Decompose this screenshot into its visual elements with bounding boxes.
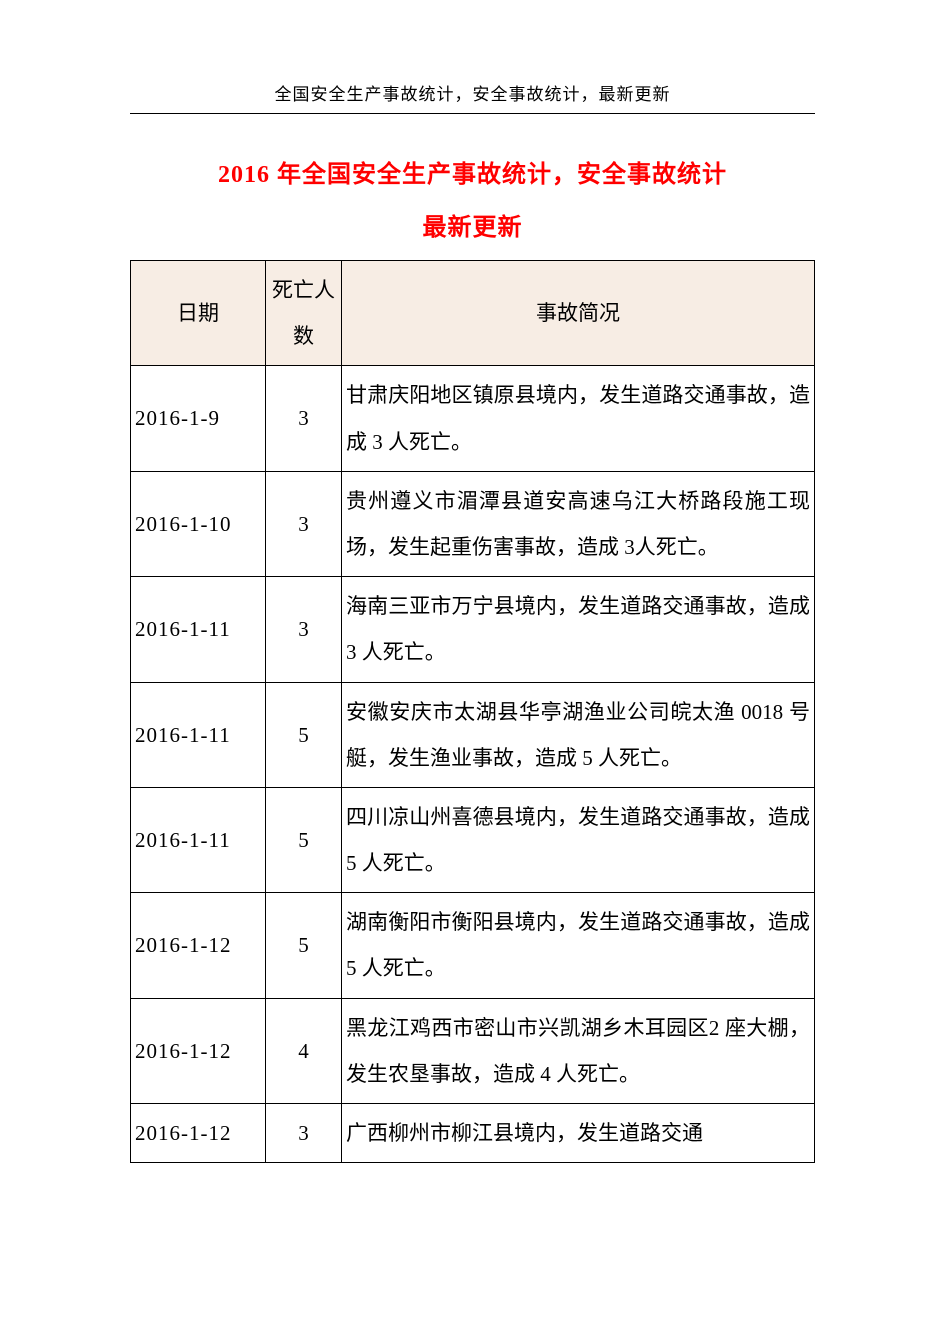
cell-desc: 湖南衡阳市衡阳县境内，发生道路交通事故，造成 5 人死亡。 xyxy=(342,893,815,998)
cell-deaths: 4 xyxy=(266,998,342,1103)
table-row: 2016-1-11 5 安徽安庆市太湖县华亭湖渔业公司皖太渔 0018 号艇，发… xyxy=(131,682,815,787)
table-row: 2016-1-12 4 黑龙江鸡西市密山市兴凯湖乡木耳园区2 座大棚，发生农垦事… xyxy=(131,998,815,1103)
cell-date: 2016-1-12 xyxy=(131,998,266,1103)
cell-deaths: 3 xyxy=(266,1104,342,1163)
cell-desc: 广西柳州市柳江县境内，发生道路交通 xyxy=(342,1104,815,1163)
table-row: 2016-1-11 5 四川凉山州喜德县境内，发生道路交通事故，造成 5 人死亡… xyxy=(131,787,815,892)
cell-date: 2016-1-11 xyxy=(131,787,266,892)
table-body: 2016-1-9 3 甘肃庆阳地区镇原县境内，发生道路交通事故，造成 3 人死亡… xyxy=(131,366,815,1163)
cell-desc: 四川凉山州喜德县境内，发生道路交通事故，造成 5 人死亡。 xyxy=(342,787,815,892)
table-row: 2016-1-10 3 贵州遵义市湄潭县道安高速乌江大桥路段施工现场，发生起重伤… xyxy=(131,471,815,576)
col-header-deaths: 死亡人数 xyxy=(266,261,342,366)
cell-desc: 海南三亚市万宁县境内，发生道路交通事故，造成 3 人死亡。 xyxy=(342,577,815,682)
accident-table: 日期 死亡人数 事故简况 2016-1-9 3 甘肃庆阳地区镇原县境内，发生道路… xyxy=(130,260,815,1163)
cell-desc: 安徽安庆市太湖县华亭湖渔业公司皖太渔 0018 号艇，发生渔业事故，造成 5 人… xyxy=(342,682,815,787)
cell-date: 2016-1-9 xyxy=(131,366,266,471)
document-page: 全国安全生产事故统计，安全事故统计，最新更新 2016 年全国安全生产事故统计，… xyxy=(0,0,945,1163)
col-header-date: 日期 xyxy=(131,261,266,366)
col-header-desc: 事故简况 xyxy=(342,261,815,366)
cell-desc: 黑龙江鸡西市密山市兴凯湖乡木耳园区2 座大棚，发生农垦事故，造成 4 人死亡。 xyxy=(342,998,815,1103)
cell-desc: 贵州遵义市湄潭县道安高速乌江大桥路段施工现场，发生起重伤害事故，造成 3人死亡。 xyxy=(342,471,815,576)
document-title-line1: 2016 年全国安全生产事故统计，安全事故统计 xyxy=(130,154,815,189)
cell-deaths: 5 xyxy=(266,787,342,892)
header-divider xyxy=(130,113,815,114)
cell-deaths: 5 xyxy=(266,893,342,998)
cell-date: 2016-1-10 xyxy=(131,471,266,576)
table-row: 2016-1-12 3 广西柳州市柳江县境内，发生道路交通 xyxy=(131,1104,815,1163)
cell-deaths: 3 xyxy=(266,471,342,576)
table-header-row: 日期 死亡人数 事故简况 xyxy=(131,261,815,366)
cell-date: 2016-1-12 xyxy=(131,893,266,998)
cell-date: 2016-1-11 xyxy=(131,682,266,787)
cell-deaths: 3 xyxy=(266,366,342,471)
table-row: 2016-1-12 5 湖南衡阳市衡阳县境内，发生道路交通事故，造成 5 人死亡… xyxy=(131,893,815,998)
table-row: 2016-1-9 3 甘肃庆阳地区镇原县境内，发生道路交通事故，造成 3 人死亡… xyxy=(131,366,815,471)
cell-deaths: 5 xyxy=(266,682,342,787)
table-row: 2016-1-11 3 海南三亚市万宁县境内，发生道路交通事故，造成 3 人死亡… xyxy=(131,577,815,682)
document-title-line2: 最新更新 xyxy=(130,207,815,242)
cell-desc: 甘肃庆阳地区镇原县境内，发生道路交通事故，造成 3 人死亡。 xyxy=(342,366,815,471)
cell-date: 2016-1-12 xyxy=(131,1104,266,1163)
cell-deaths: 3 xyxy=(266,577,342,682)
page-running-header: 全国安全生产事故统计，安全事故统计，最新更新 xyxy=(130,80,815,105)
cell-date: 2016-1-11 xyxy=(131,577,266,682)
